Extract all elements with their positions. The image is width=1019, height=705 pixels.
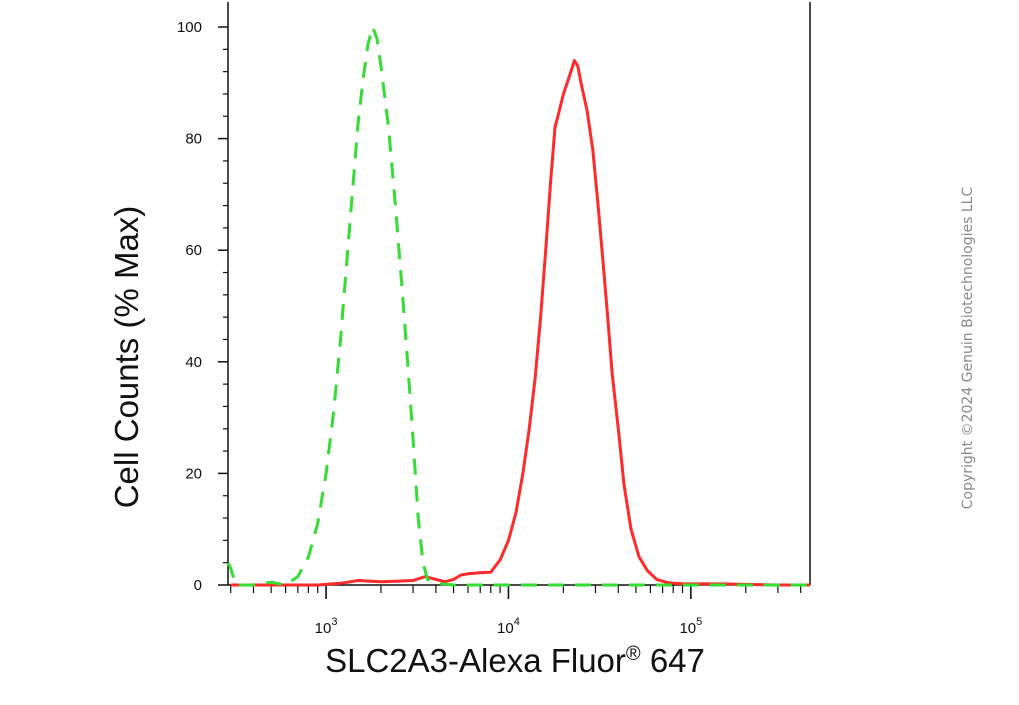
x-axis-label-main: SLC2A3-Alexa Fluor: [325, 642, 626, 679]
x-tick-label: 105: [679, 616, 702, 637]
green-dashed-histogram-line: [226, 25, 810, 587]
copyright-notice: Copyright ©2024 Genuin Biotechnologies L…: [960, 187, 976, 510]
x-tick-label-exponent: 5: [696, 616, 702, 628]
y-tick-label: 80: [185, 131, 202, 148]
series-layer: [226, 25, 810, 587]
y-tick-label: 100: [177, 19, 202, 36]
x-axis-label: SLC2A3-Alexa Fluor® 647: [325, 642, 705, 679]
x-tick-label-base: 10: [679, 620, 696, 637]
x-axis-label-tail: 647: [641, 642, 705, 679]
x-axis: 103 104 105: [230, 585, 802, 637]
red-solid-histogram-line: [230, 59, 810, 587]
x-tick-label-exponent: 3: [331, 616, 337, 628]
x-tick-label-base: 10: [315, 620, 332, 637]
x-axis-label-registered-mark: ®: [626, 643, 641, 665]
y-tick-label: 40: [185, 354, 202, 371]
x-tick-label: 104: [497, 616, 520, 637]
y-tick-label: 0: [194, 577, 202, 594]
x-tick-label-exponent: 4: [514, 616, 520, 628]
y-tick-label: 60: [185, 242, 202, 259]
y-axis-label: Cell Counts (% Max): [108, 206, 145, 509]
y-axis: 0 20 40 60 80 100: [177, 19, 228, 594]
x-tick-label-base: 10: [497, 620, 514, 637]
y-tick-label: 20: [185, 465, 202, 482]
x-tick-label: 103: [315, 616, 338, 637]
